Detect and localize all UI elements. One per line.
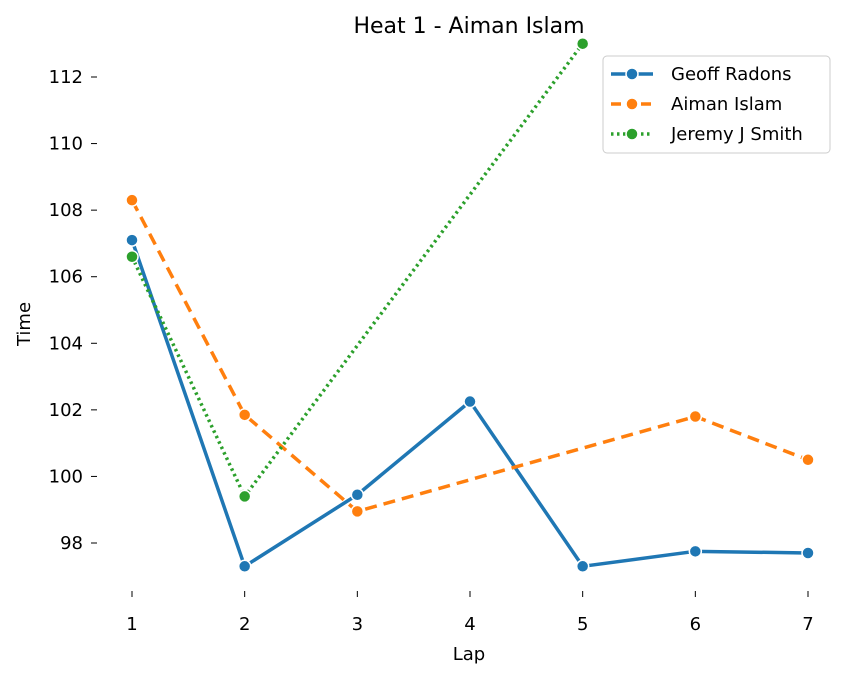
y-tick-label: 98: [60, 533, 83, 554]
data-point: [801, 546, 815, 560]
data-point: [125, 193, 139, 207]
y-tick-label: 110: [49, 134, 83, 155]
legend-label: Geoff Radons: [671, 64, 792, 85]
data-point: [688, 544, 703, 559]
x-tick-label: 4: [464, 614, 475, 635]
legend-item-geoff-radons: Geoff Radons: [611, 64, 792, 85]
series-line: [130, 42, 585, 499]
x-tick-label: 5: [577, 614, 588, 635]
y-tick-label: 108: [49, 200, 83, 221]
legend-item-aiman-islam: Aiman Islam: [611, 94, 782, 115]
x-tick-label: 7: [802, 614, 813, 635]
y-axis-title: Time: [14, 302, 35, 347]
legend-marker: [625, 67, 639, 81]
series-geoff-radons: [125, 233, 815, 574]
data-point: [463, 394, 477, 409]
legend-label: Jeremy J Smith: [670, 124, 803, 145]
x-tick-label: 3: [352, 614, 363, 635]
series-line: [130, 199, 809, 514]
data-point: [237, 489, 252, 504]
series-aiman-islam: [125, 193, 815, 519]
x-tick-label: 6: [690, 614, 701, 635]
x-tick-label: 1: [126, 614, 137, 635]
y-tick-label: 100: [49, 466, 83, 487]
legend-marker: [625, 97, 639, 111]
series-jeremy-j-smith: [125, 36, 590, 504]
x-tick-label: 2: [239, 614, 250, 635]
data-point: [688, 409, 703, 424]
y-tick-label: 104: [49, 333, 83, 354]
y-tick-label: 102: [49, 400, 83, 421]
data-point: [350, 487, 365, 502]
x-axis-title: Lap: [453, 644, 485, 665]
data-point: [575, 36, 590, 51]
legend-marker: [625, 127, 639, 141]
legend-label: Aiman Islam: [671, 94, 782, 115]
legend-box: [602, 55, 831, 154]
legend: Geoff Radons Aiman Islam Jeremy J Smith: [602, 55, 831, 154]
y-tick-label: 112: [49, 67, 83, 88]
axes: 1 2 3 4 5 6 7 98 100 102 104 106 108 110 112: [49, 67, 814, 635]
data-point: [125, 233, 139, 247]
series-layer: [125, 36, 815, 574]
data-point: [350, 504, 365, 519]
chart-title: Heat 1 - Aiman Islam: [353, 14, 584, 39]
y-tick-label: 106: [49, 267, 83, 288]
data-point: [575, 559, 590, 574]
data-point: [801, 453, 815, 467]
data-point: [237, 559, 252, 574]
legend-item-jeremy-j-smith: Jeremy J Smith: [611, 124, 803, 145]
data-point: [237, 408, 252, 422]
data-point: [125, 249, 139, 264]
